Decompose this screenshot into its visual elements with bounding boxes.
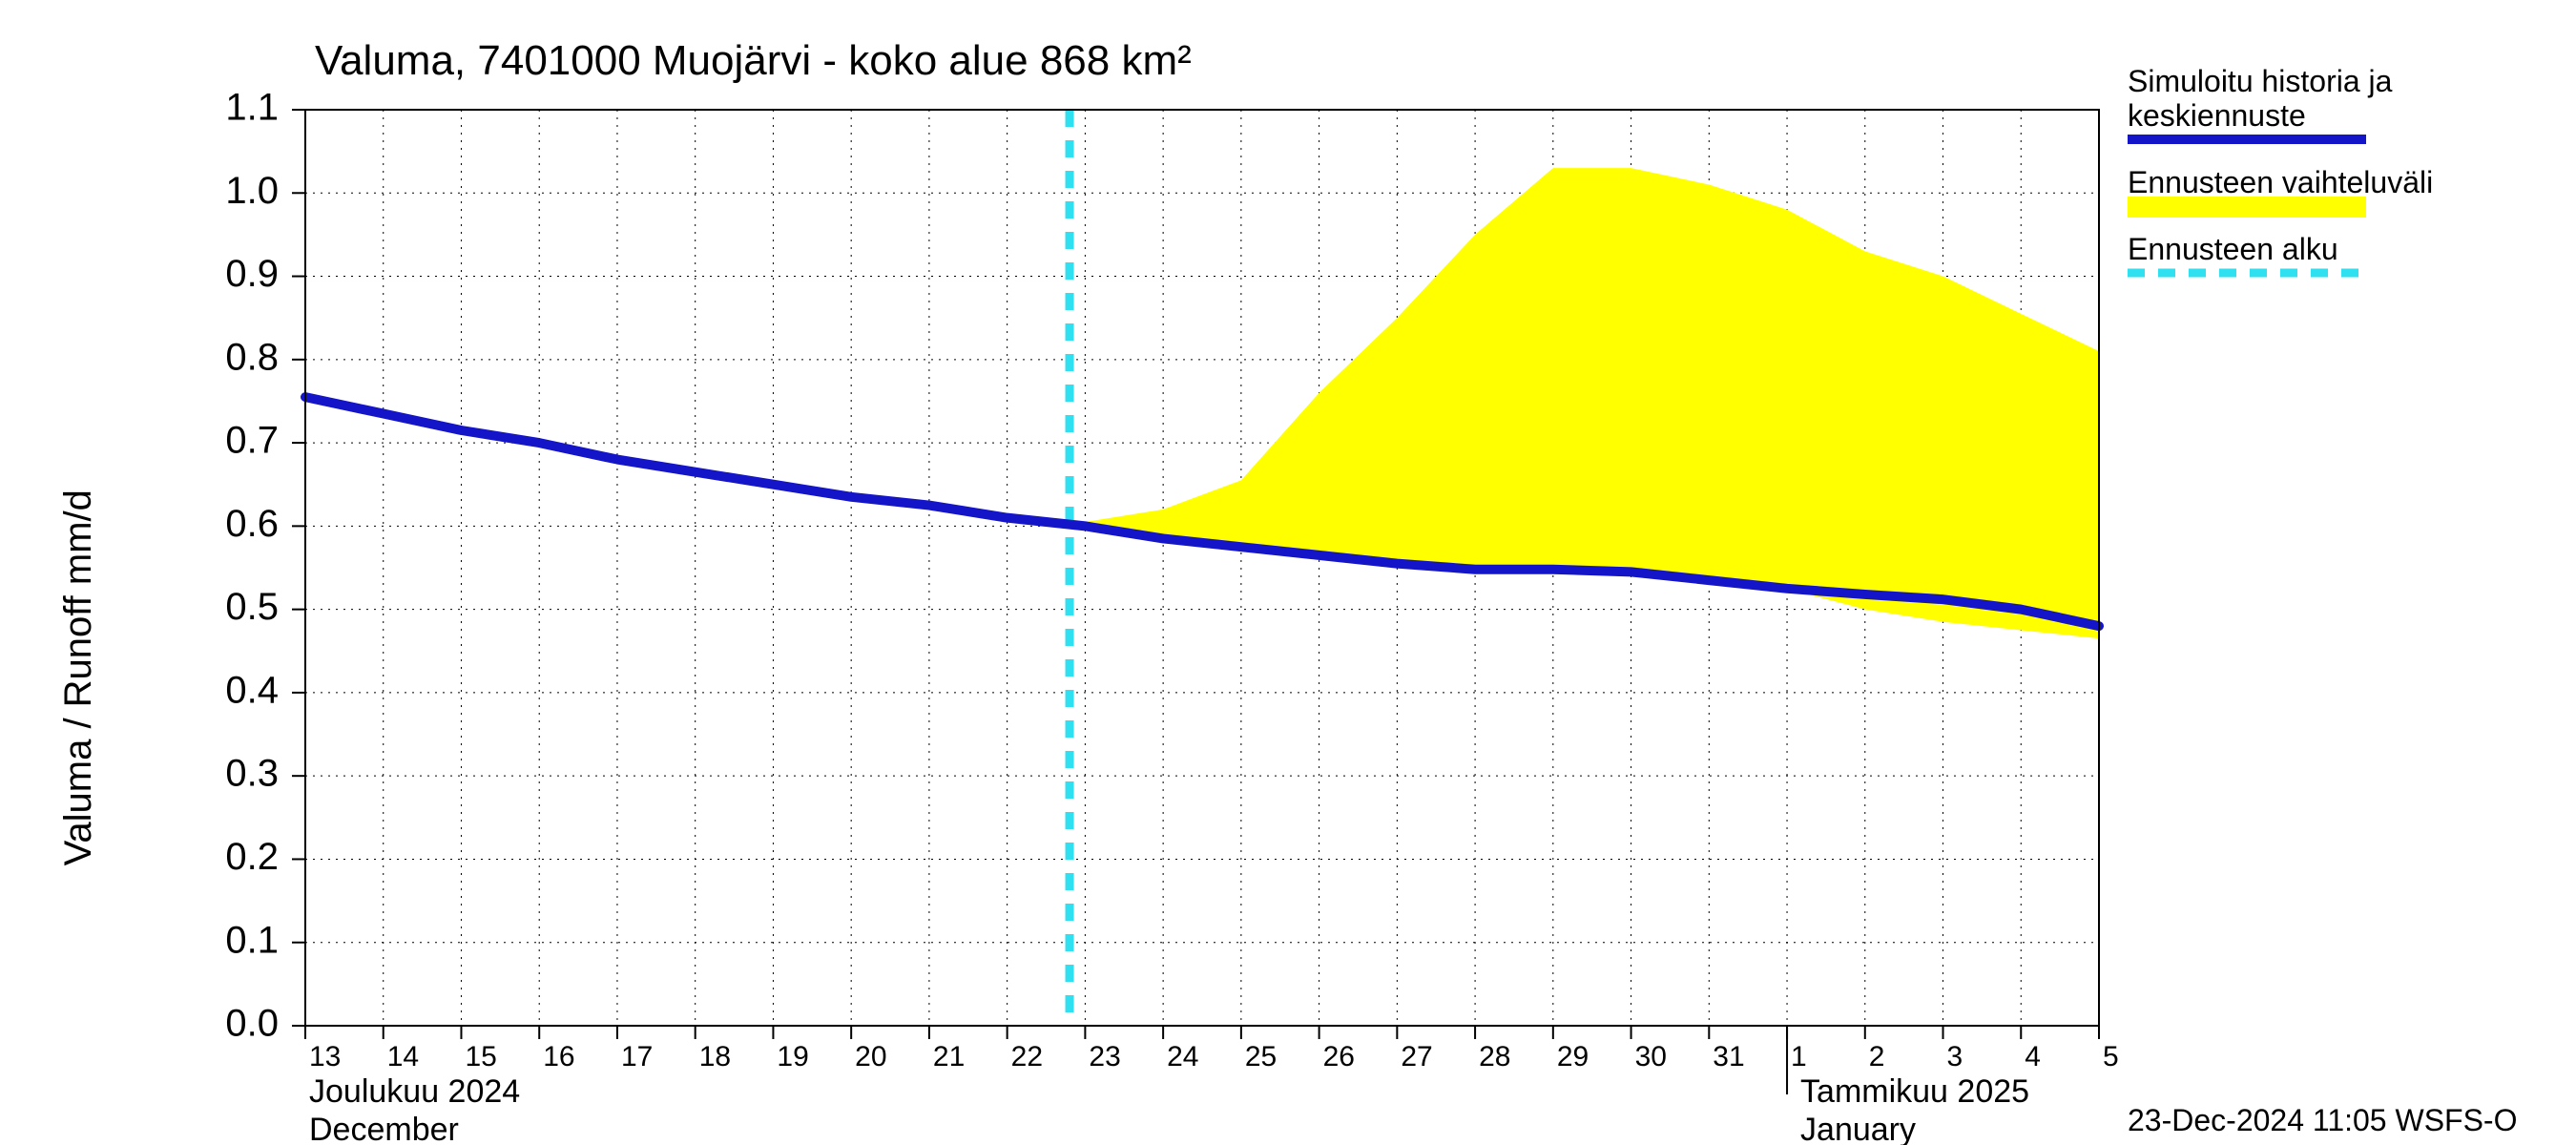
- x-tick-label: 30: [1635, 1041, 1667, 1072]
- x-tick-label: 19: [777, 1041, 808, 1072]
- y-tick-label: 0.9: [225, 253, 279, 295]
- x-tick-label: 17: [621, 1041, 653, 1072]
- y-tick-label: 1.0: [225, 170, 279, 212]
- legend-label: keskiennuste: [2128, 98, 2306, 133]
- x-tick-label: 24: [1167, 1041, 1198, 1072]
- legend-label: Simuloitu historia ja: [2128, 64, 2393, 98]
- x-tick-label: 16: [543, 1041, 574, 1072]
- footer-timestamp: 23-Dec-2024 11:05 WSFS-O: [2128, 1103, 2517, 1137]
- x-tick-label: 25: [1245, 1041, 1277, 1072]
- x-tick-label: 4: [2025, 1041, 2041, 1072]
- month-label: January: [1800, 1112, 1916, 1145]
- y-tick-label: 0.7: [225, 420, 279, 462]
- month-label: Tammikuu 2025: [1800, 1073, 2029, 1110]
- x-tick-label: 15: [465, 1041, 496, 1072]
- x-tick-label: 29: [1557, 1041, 1589, 1072]
- y-tick-label: 0.6: [225, 503, 279, 545]
- y-tick-label: 0.1: [225, 919, 279, 961]
- runoff-chart: 0.0 0.1 0.2 0.3 0.4 0.5 0.6 0.7 0.8 0.9 1.0 1.1 Valu…: [0, 0, 2576, 1145]
- y-tick-label: 1.1: [225, 87, 279, 129]
- x-tick-label: 2: [1869, 1041, 1885, 1072]
- x-tick-label: 20: [855, 1041, 886, 1072]
- y-tick-label: 0.5: [225, 586, 279, 628]
- x-tick-label: 26: [1323, 1041, 1355, 1072]
- y-tick-label: 0.4: [225, 669, 279, 711]
- x-tick-label: 28: [1479, 1041, 1510, 1072]
- x-tick-label: 1: [1791, 1041, 1807, 1072]
- x-tick-label: 5: [2103, 1041, 2119, 1072]
- x-tick-label: 23: [1089, 1041, 1120, 1072]
- month-label: December: [309, 1112, 459, 1145]
- x-tick-label: 13: [309, 1041, 341, 1072]
- y-tick-label: 0.0: [225, 1003, 279, 1045]
- chart-title: Valuma, 7401000 Muojärvi - koko alue 868…: [315, 37, 1192, 84]
- x-tick-label: 3: [1947, 1041, 1963, 1072]
- y-tick-label: 0.3: [225, 753, 279, 795]
- x-tick-label: 22: [1011, 1041, 1043, 1072]
- month-label: Joulukuu 2024: [309, 1073, 520, 1110]
- y-tick-label: 0.2: [225, 836, 279, 878]
- x-tick-label: 21: [933, 1041, 965, 1072]
- x-tick-label: 27: [1401, 1041, 1432, 1072]
- x-tick-label: 18: [699, 1041, 731, 1072]
- y-axis-label: Valuma / Runoff mm/d: [57, 489, 99, 865]
- x-tick-label: 31: [1713, 1041, 1744, 1072]
- legend-label: Ennusteen alku: [2128, 232, 2338, 266]
- legend-label: Ennusteen vaihteluväli: [2128, 165, 2433, 199]
- chart-stage: 0.0 0.1 0.2 0.3 0.4 0.5 0.6 0.7 0.8 0.9 1.0 1.1 Valu…: [0, 0, 2576, 1145]
- legend-sample-band: [2128, 197, 2366, 218]
- x-tick-label: 14: [387, 1041, 419, 1072]
- y-tick-label: 0.8: [225, 336, 279, 378]
